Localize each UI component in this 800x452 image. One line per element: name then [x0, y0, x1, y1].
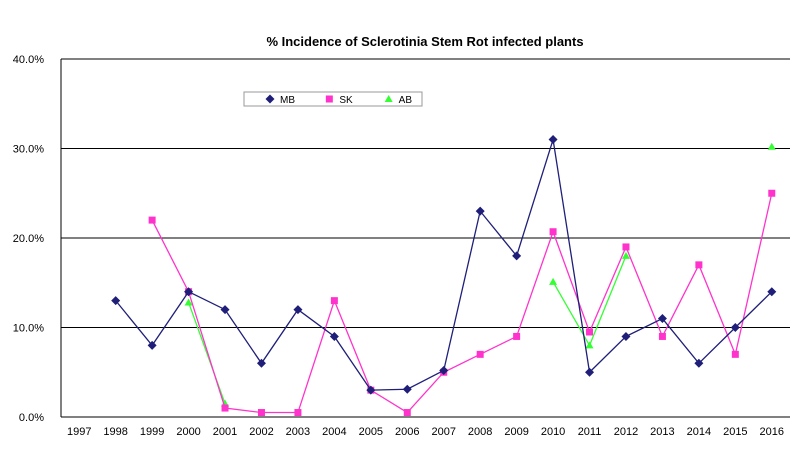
legend-label-mb: MB — [280, 95, 295, 106]
point-mb — [220, 305, 230, 315]
x-tick-label: 2015 — [723, 426, 747, 438]
point-sk — [476, 350, 484, 358]
x-tick-label: 2016 — [760, 426, 784, 438]
point-sk — [695, 261, 703, 269]
series-line-mb — [115, 139, 773, 391]
x-tick-label: 2009 — [504, 426, 528, 438]
y-tick-label: 30.0% — [13, 144, 44, 156]
point-mb — [439, 365, 449, 375]
point-mb — [366, 385, 376, 395]
point-mb — [475, 206, 485, 216]
point-mb — [111, 296, 121, 306]
x-tick-label: 2003 — [286, 426, 310, 438]
x-tick-label: 2006 — [395, 426, 419, 438]
x-tick-label: 1997 — [67, 426, 91, 438]
point-sk — [148, 216, 156, 224]
point-mb — [293, 305, 303, 315]
point-sk — [294, 409, 302, 417]
x-tick-label: 2012 — [614, 426, 638, 438]
x-tick-label: 2007 — [431, 426, 455, 438]
point-sk — [257, 409, 265, 417]
legend-box — [243, 91, 423, 107]
legend-label-sk: SK — [339, 95, 353, 106]
x-tick-label: 2010 — [541, 426, 565, 438]
point-sk — [768, 189, 776, 197]
series-line-sk — [151, 193, 773, 414]
x-tick-label: 2014 — [687, 426, 711, 438]
point-sk — [586, 328, 594, 336]
point-mb — [585, 367, 595, 377]
point-ab — [621, 251, 630, 259]
point-mb — [730, 323, 740, 332]
point-sk — [403, 409, 411, 417]
x-tick-label: 2002 — [249, 426, 273, 438]
legend-label-ab: AB — [399, 95, 413, 106]
point-mb — [621, 331, 631, 341]
legend-marker-sk — [325, 95, 333, 103]
y-tick-label: 20.0% — [13, 233, 44, 245]
point-mb — [402, 384, 412, 394]
y-tick-label: 40.0% — [13, 54, 44, 66]
point-sk — [731, 350, 739, 358]
legend-marker-mb — [265, 94, 275, 104]
point-sk — [622, 243, 630, 251]
point-sk — [513, 332, 521, 340]
point-mb — [767, 287, 777, 297]
point-sk — [221, 404, 229, 412]
x-tick-label: 2001 — [213, 426, 237, 438]
series-line-ab — [187, 302, 226, 404]
point-mb — [694, 358, 704, 368]
x-tick-label: 2000 — [176, 426, 200, 438]
point-mb — [256, 358, 266, 368]
point-ab — [184, 298, 193, 306]
point-mb — [147, 340, 157, 350]
point-ab — [767, 142, 776, 150]
x-tick-label: 2013 — [650, 426, 674, 438]
point-sk — [330, 297, 338, 305]
point-mb — [657, 314, 667, 324]
x-tick-label: 2004 — [322, 426, 346, 438]
point-mb — [329, 331, 339, 341]
x-tick-label: 2008 — [468, 426, 492, 438]
point-mb — [512, 251, 522, 261]
x-tick-label: 1998 — [103, 426, 127, 438]
x-tick-label: 2011 — [578, 426, 602, 438]
point-mb — [548, 135, 558, 145]
point-ab — [585, 341, 594, 349]
point-mb — [184, 287, 194, 297]
chart-title: % Incidence of Sclerotinia Stem Rot infe… — [266, 34, 583, 49]
point-ab — [549, 277, 558, 285]
x-tick-label: 1999 — [140, 426, 164, 438]
x-tick-label: 2005 — [359, 426, 383, 438]
y-tick-label: 10.0% — [13, 323, 44, 335]
y-tick-label: 0.0% — [19, 412, 44, 424]
point-sk — [658, 332, 666, 340]
point-sk — [549, 228, 557, 236]
legend-marker-ab — [384, 95, 393, 102]
